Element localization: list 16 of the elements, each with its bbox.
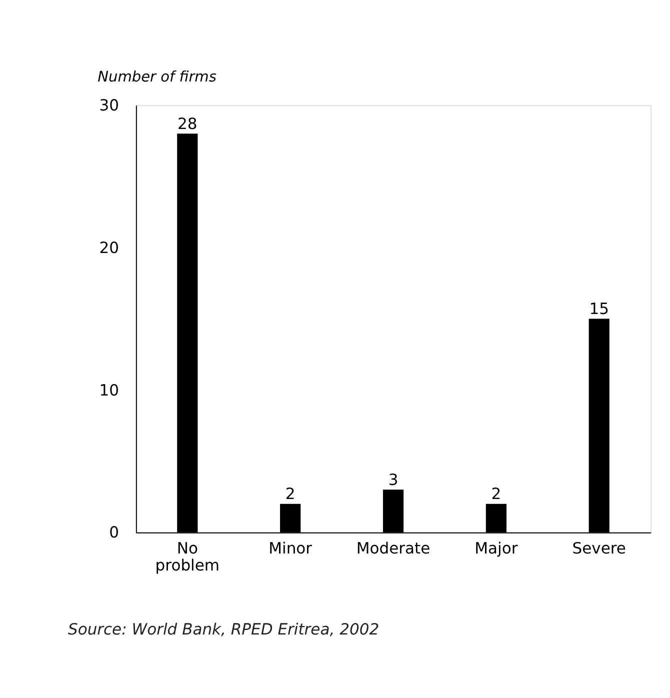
y-axis-title: Number of firms: [98, 68, 217, 86]
data-label: 28: [178, 114, 198, 133]
data-label: 15: [589, 300, 609, 318]
y-tick-label: 10: [99, 381, 119, 400]
data-label: 2: [285, 485, 296, 504]
x-tick-label: Major: [474, 539, 518, 558]
data-label: 3: [388, 470, 398, 489]
y-tick-label: 30: [99, 96, 119, 114]
x-tick-label: No problem: [155, 539, 220, 575]
x-tick-label: Severe: [572, 539, 626, 558]
x-tick-label: Moderate: [356, 539, 430, 558]
y-tick-label: 0: [109, 524, 119, 542]
x-tick-label: Minor: [268, 539, 313, 558]
y-tick-label: 20: [99, 238, 119, 257]
data-label: 2: [491, 485, 502, 504]
source-note: Source: World Bank, RPED Eritrea, 2002: [68, 620, 380, 638]
